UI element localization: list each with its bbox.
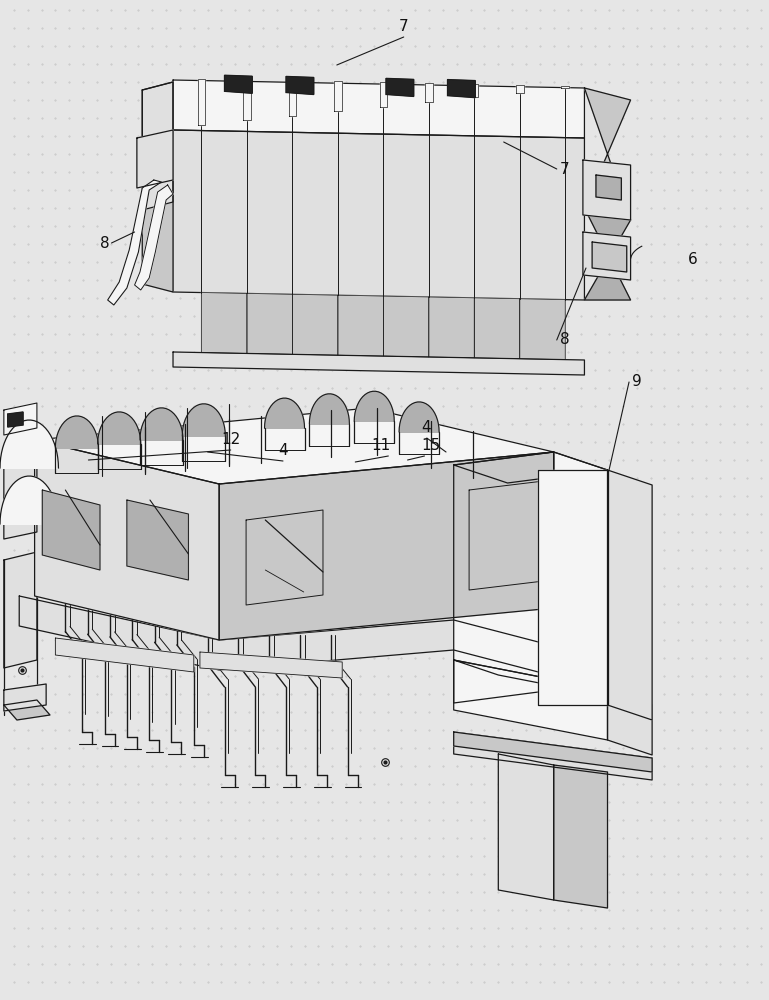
Polygon shape	[554, 452, 608, 705]
Polygon shape	[554, 765, 608, 908]
Polygon shape	[182, 404, 225, 436]
Text: 8: 8	[560, 332, 570, 348]
Polygon shape	[334, 81, 341, 111]
Polygon shape	[355, 391, 394, 421]
Polygon shape	[42, 490, 100, 570]
Polygon shape	[0, 420, 58, 468]
Polygon shape	[173, 352, 584, 375]
Polygon shape	[247, 293, 292, 354]
Polygon shape	[454, 660, 652, 705]
Polygon shape	[583, 232, 631, 280]
Polygon shape	[425, 83, 433, 102]
Polygon shape	[200, 652, 342, 678]
Polygon shape	[454, 732, 652, 772]
Polygon shape	[19, 596, 608, 690]
Polygon shape	[520, 299, 565, 360]
Polygon shape	[309, 394, 349, 424]
Polygon shape	[142, 82, 173, 292]
Text: 9: 9	[632, 374, 642, 389]
Polygon shape	[201, 293, 247, 353]
Polygon shape	[498, 754, 554, 900]
Polygon shape	[561, 86, 569, 88]
Polygon shape	[35, 408, 554, 484]
Text: 7: 7	[560, 161, 570, 176]
Polygon shape	[173, 130, 584, 300]
Text: 12: 12	[221, 432, 241, 447]
Text: 4: 4	[278, 443, 288, 458]
Polygon shape	[55, 416, 98, 448]
Polygon shape	[243, 79, 251, 120]
Polygon shape	[380, 82, 387, 107]
Polygon shape	[246, 510, 323, 605]
Polygon shape	[608, 690, 652, 755]
Polygon shape	[108, 180, 161, 305]
Polygon shape	[4, 438, 37, 539]
Polygon shape	[584, 208, 631, 300]
Polygon shape	[584, 88, 631, 220]
Polygon shape	[265, 398, 305, 428]
Polygon shape	[0, 476, 58, 524]
Polygon shape	[4, 684, 46, 711]
Polygon shape	[516, 85, 524, 93]
Polygon shape	[225, 75, 252, 93]
Polygon shape	[454, 452, 554, 703]
Polygon shape	[454, 732, 652, 780]
Polygon shape	[429, 297, 474, 358]
Text: 11: 11	[371, 438, 391, 453]
Polygon shape	[219, 452, 554, 640]
Text: 15: 15	[421, 438, 441, 453]
Text: 6: 6	[688, 252, 698, 267]
Polygon shape	[4, 700, 50, 720]
Polygon shape	[140, 408, 183, 440]
Polygon shape	[583, 160, 631, 220]
Polygon shape	[454, 660, 608, 740]
Polygon shape	[596, 175, 621, 200]
Polygon shape	[127, 500, 188, 580]
Polygon shape	[538, 470, 608, 705]
Polygon shape	[399, 402, 439, 432]
Polygon shape	[198, 79, 205, 125]
Polygon shape	[608, 470, 652, 720]
Polygon shape	[142, 82, 173, 210]
Polygon shape	[8, 412, 23, 427]
Polygon shape	[286, 76, 314, 94]
Text: 8: 8	[99, 235, 109, 250]
Polygon shape	[471, 84, 478, 97]
Polygon shape	[98, 412, 141, 444]
Polygon shape	[55, 638, 194, 672]
Polygon shape	[474, 298, 520, 359]
Polygon shape	[4, 552, 37, 668]
Polygon shape	[35, 440, 219, 640]
Polygon shape	[292, 294, 338, 355]
Polygon shape	[383, 296, 429, 357]
Text: 4: 4	[421, 420, 431, 435]
Polygon shape	[135, 185, 173, 290]
Polygon shape	[173, 80, 584, 138]
Text: 7: 7	[399, 19, 408, 34]
Polygon shape	[469, 480, 552, 590]
Polygon shape	[454, 452, 608, 483]
Polygon shape	[288, 80, 296, 116]
Polygon shape	[592, 242, 627, 272]
Polygon shape	[4, 403, 37, 435]
Polygon shape	[137, 130, 173, 188]
Polygon shape	[386, 78, 414, 96]
Polygon shape	[448, 80, 475, 98]
Polygon shape	[338, 295, 383, 356]
